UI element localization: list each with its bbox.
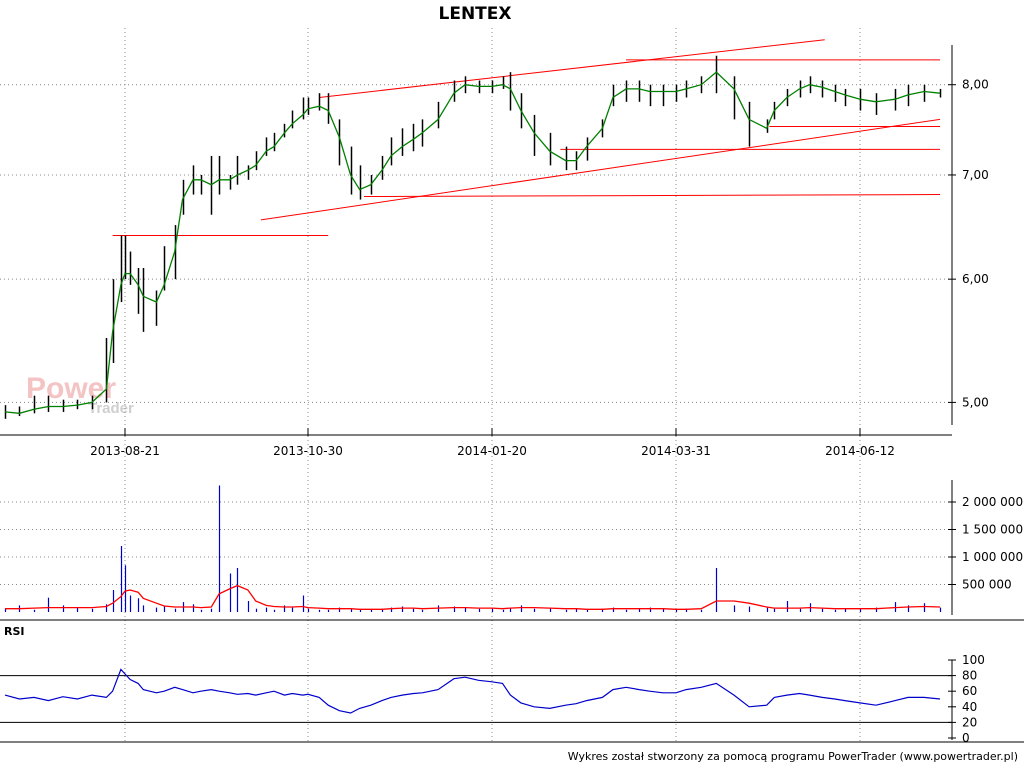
price-y-tick-label: 8,00 [962, 78, 989, 92]
watermark-trader: Trader [88, 400, 134, 417]
price-y-tick-label: 7,00 [962, 168, 989, 182]
x-tick-label: 2013-08-21 [90, 444, 160, 458]
rsi-y-tick-label: 40 [962, 700, 977, 714]
price-series [4, 55, 942, 419]
trendlines [112, 39, 941, 237]
rsi-line [4, 668, 941, 714]
volume-average-line [5, 584, 941, 610]
x-tick-label: 2013-10-30 [273, 444, 343, 458]
rsi-panel-label: RSI [4, 625, 25, 638]
rsi-y-tick-label: 20 [962, 715, 977, 729]
trendline [319, 39, 825, 98]
rsi-series [0, 668, 952, 723]
volume-y-tick-label: 1 500 000 [962, 523, 1023, 537]
volume-y-tick-label: 2 000 000 [962, 495, 1023, 509]
grid-lines [0, 28, 952, 742]
price-y-tick-label: 5,00 [962, 395, 989, 409]
rsi-y-tick-label: 80 [962, 669, 977, 683]
chart-title: LENTEX [439, 4, 512, 24]
credit-text: Wykres został stworzony za pomocą progra… [568, 750, 1018, 763]
x-tick-label: 2014-06-12 [825, 444, 895, 458]
volume-y-tick-label: 500 000 [962, 578, 1012, 592]
x-tick-label: 2014-01-20 [457, 444, 527, 458]
rsi-y-tick-label: 100 [962, 653, 985, 667]
moving-average-line [4, 71, 941, 414]
trendline [260, 118, 941, 221]
watermark-power: Power [26, 372, 116, 405]
rsi-y-tick-label: 60 [962, 684, 977, 698]
axes: 2013-08-21 2013-10-30 2014-01-20 2014-03-31… [0, 45, 1024, 745]
volume-y-tick-label: 1 000 000 [962, 550, 1023, 564]
trendline [364, 194, 941, 198]
x-tick-label: 2014-03-31 [641, 444, 711, 458]
volume-series [4, 485, 942, 612]
rsi-y-tick-label: 0 [962, 731, 970, 745]
price-y-tick-label: 6,00 [962, 272, 989, 286]
